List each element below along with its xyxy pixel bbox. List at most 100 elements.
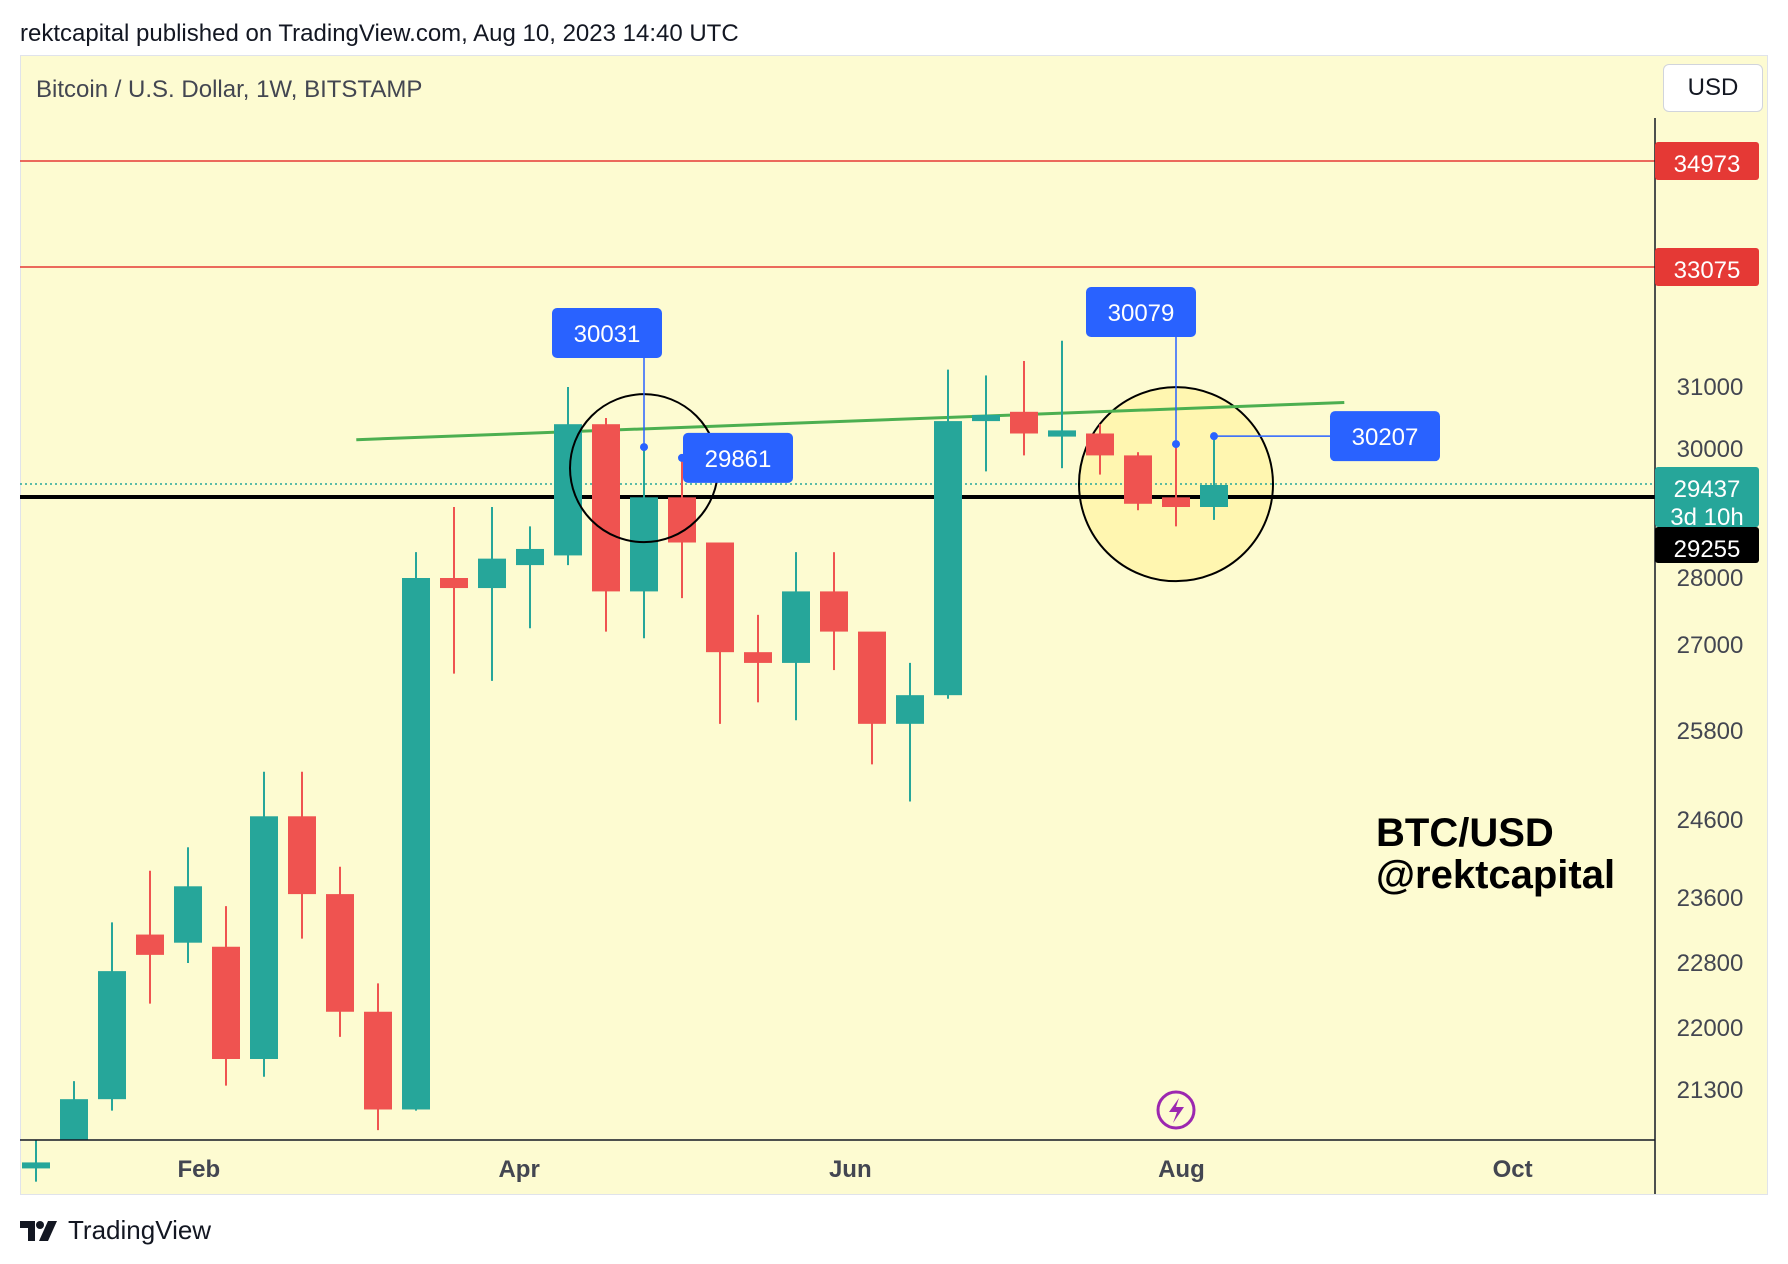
candle-body — [1086, 433, 1114, 456]
candle[interactable] — [288, 771, 316, 939]
candle-body — [782, 591, 810, 663]
callout-label: 30207 — [1352, 424, 1419, 451]
current-level-tag-text: 29255 — [1674, 536, 1741, 563]
candle-body — [1048, 430, 1076, 437]
candle-body — [516, 548, 544, 566]
price-callout[interactable]: 30031 — [552, 308, 662, 452]
candle-body — [478, 558, 506, 589]
watermark-text: BTC/USD @rektcapital — [1376, 812, 1615, 896]
candle-body — [972, 414, 1000, 422]
candle[interactable] — [1200, 436, 1228, 520]
candle[interactable] — [440, 507, 468, 674]
trendline[interactable] — [356, 401, 1345, 442]
x-tick-label: Apr — [498, 1156, 539, 1183]
price-level-tag-text: 33075 — [1674, 257, 1741, 284]
candle-body — [136, 934, 164, 955]
candle[interactable] — [744, 614, 772, 703]
candle[interactable] — [516, 526, 544, 629]
candle-body — [174, 886, 202, 943]
y-tick-label: 22000 — [1677, 1015, 1744, 1042]
candle[interactable] — [896, 662, 924, 802]
callout-anchor — [1210, 432, 1218, 441]
candle-body — [744, 652, 772, 663]
candle[interactable] — [592, 418, 620, 632]
last-price-tag-text: 29437 — [1674, 476, 1741, 503]
candle[interactable] — [250, 771, 278, 1077]
candle[interactable] — [98, 922, 126, 1111]
y-tick-label: 23600 — [1677, 885, 1744, 912]
candle[interactable] — [478, 507, 506, 681]
candle-body — [212, 946, 240, 1059]
price-callout[interactable]: 29861 — [678, 432, 793, 483]
candle-body — [402, 578, 430, 1110]
candle-body — [60, 1099, 88, 1140]
candle-body — [1200, 485, 1228, 508]
chart-panel[interactable] — [20, 55, 1768, 1195]
y-tick-label: 31000 — [1677, 374, 1744, 401]
x-tick-label: Feb — [178, 1156, 221, 1183]
callout-anchor — [640, 443, 648, 452]
currency-button[interactable]: USD — [1663, 64, 1763, 112]
candle[interactable] — [782, 552, 810, 721]
candle-body — [592, 424, 620, 592]
candle[interactable] — [1086, 424, 1114, 475]
candle[interactable] — [554, 387, 582, 566]
candle[interactable] — [326, 866, 354, 1037]
candle-body — [326, 894, 354, 1012]
current-level-tag-bg — [1655, 527, 1759, 563]
candle-body — [630, 497, 658, 592]
price-callout[interactable]: 30207 — [1210, 411, 1440, 462]
candle[interactable] — [858, 631, 886, 765]
callout-anchor — [1172, 440, 1180, 449]
candle[interactable] — [1010, 360, 1038, 456]
candle-body — [706, 542, 734, 653]
x-tick-label: Jun — [829, 1156, 872, 1183]
candle[interactable] — [60, 1081, 88, 1140]
watermark-line-1: BTC/USD — [1376, 811, 1554, 855]
x-tick-label: Oct — [1493, 1156, 1533, 1183]
candle[interactable] — [934, 369, 962, 699]
callout-label: 29861 — [705, 446, 772, 473]
price-level-tag[interactable]: 34973 — [1655, 142, 1759, 180]
y-tick-label: 25800 — [1677, 718, 1744, 745]
price-level-tag[interactable]: 33075 — [1655, 248, 1759, 286]
brand-name: TradingView — [68, 1215, 212, 1245]
candle[interactable] — [402, 552, 430, 1111]
candle[interactable] — [1124, 452, 1152, 511]
candle[interactable] — [136, 870, 164, 1004]
symbol-title: Bitcoin / U.S. Dollar, 1W, BITSTAMP — [36, 76, 423, 103]
callout-box — [552, 308, 662, 358]
lightning-icon-bolt — [1169, 1098, 1184, 1123]
candle-body — [668, 497, 696, 543]
candle[interactable] — [668, 457, 696, 599]
callout-label: 30079 — [1108, 300, 1175, 327]
y-tick-label: 22800 — [1677, 950, 1744, 977]
candle-body — [364, 1011, 392, 1110]
candle-body — [896, 695, 924, 724]
candle[interactable] — [1048, 340, 1076, 469]
candle-body — [22, 1162, 50, 1169]
tradingview-logo-icon — [20, 1220, 57, 1241]
price-callout[interactable]: 30079 — [1086, 287, 1196, 449]
last-price-tag-text: 3d 10h — [1670, 504, 1743, 531]
candle-body — [1010, 411, 1038, 434]
candle[interactable] — [174, 847, 202, 963]
callout-box — [683, 432, 793, 483]
candle-body — [934, 421, 962, 696]
candle[interactable] — [706, 542, 734, 724]
candle[interactable] — [1162, 444, 1190, 527]
candle[interactable] — [972, 375, 1000, 472]
y-tick-label: 27000 — [1677, 632, 1744, 659]
candle-body — [250, 816, 278, 1059]
price-level-tag-bg — [1655, 248, 1759, 286]
current-level-tag[interactable]: 29255 — [1655, 527, 1759, 563]
candle[interactable] — [212, 906, 240, 1086]
candle[interactable] — [364, 983, 392, 1131]
price-level-tag-text: 34973 — [1674, 151, 1741, 178]
callout-box — [1086, 287, 1196, 337]
candle[interactable] — [22, 1140, 50, 1182]
candle[interactable] — [820, 552, 848, 671]
tradingview-brand[interactable]: TradingView — [20, 1215, 211, 1246]
